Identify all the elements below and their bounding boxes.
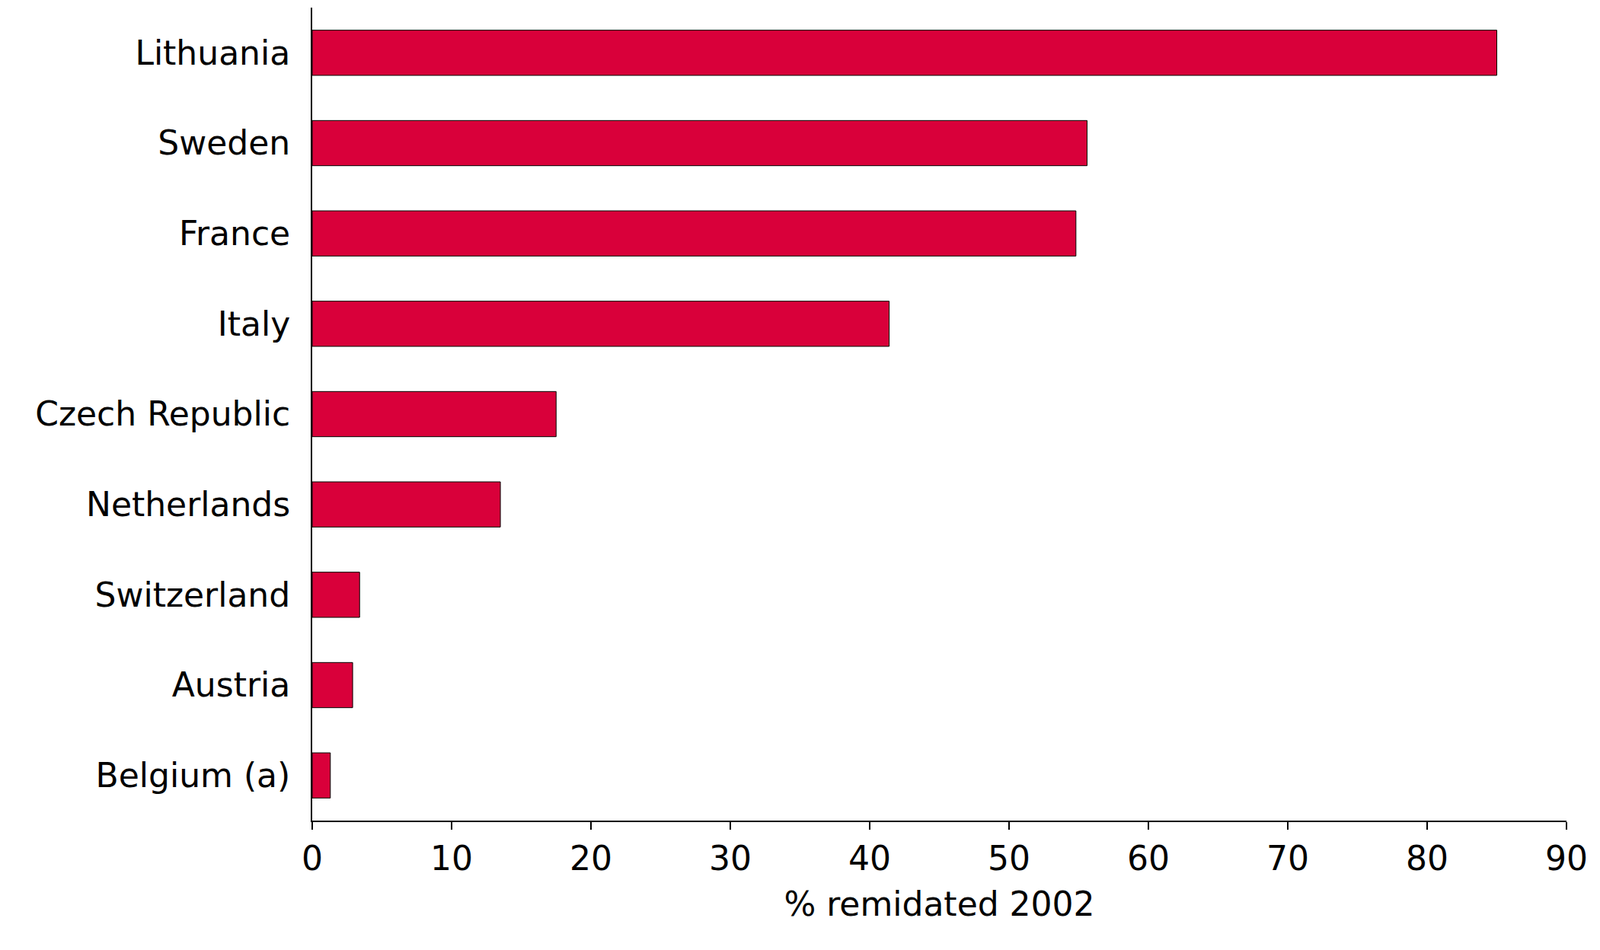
svg-text:Switzerland: Switzerland bbox=[95, 575, 291, 615]
svg-text:Belgium (a): Belgium (a) bbox=[95, 756, 291, 796]
svg-text:Netherlands: Netherlands bbox=[86, 485, 291, 524]
svg-text:Austria: Austria bbox=[172, 665, 291, 705]
svg-text:0: 0 bbox=[301, 839, 323, 879]
svg-text:70: 70 bbox=[1266, 839, 1310, 879]
svg-text:80: 80 bbox=[1405, 839, 1449, 879]
svg-text:30: 30 bbox=[708, 839, 752, 879]
svg-text:% remidated 2002: % remidated 2002 bbox=[783, 884, 1095, 924]
svg-text:Lithuania: Lithuania bbox=[134, 33, 291, 73]
svg-text:Sweden: Sweden bbox=[157, 123, 291, 163]
svg-text:Czech Republic: Czech Republic bbox=[35, 394, 291, 434]
svg-text:France: France bbox=[178, 213, 291, 253]
svg-text:Italy: Italy bbox=[217, 304, 291, 344]
svg-text:90: 90 bbox=[1545, 839, 1588, 879]
svg-text:50: 50 bbox=[987, 839, 1031, 879]
svg-text:60: 60 bbox=[1127, 839, 1170, 879]
svg-text:20: 20 bbox=[569, 839, 613, 879]
svg-text:40: 40 bbox=[848, 839, 892, 879]
svg-text:10: 10 bbox=[430, 839, 473, 879]
